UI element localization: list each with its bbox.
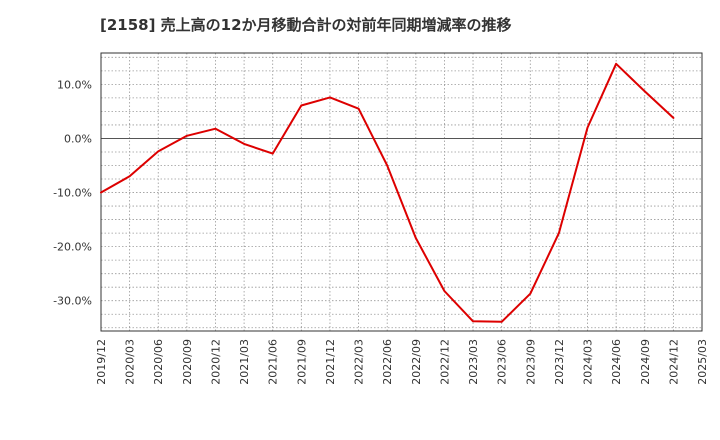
- x-tick-label: 2025/03: [696, 339, 709, 385]
- x-tick-label: 2023/06: [496, 339, 509, 385]
- y-tick-label: -30.0%: [53, 295, 92, 308]
- y-tick-label: -20.0%: [53, 241, 92, 254]
- x-tick-label: 2021/09: [295, 339, 308, 385]
- y-tick-label: 10.0%: [57, 78, 92, 91]
- x-tick-label: 2021/06: [267, 339, 280, 385]
- series-line: [100, 62, 675, 323]
- x-tick-label: 2020/12: [209, 339, 222, 385]
- x-tick-label: 2020/09: [181, 339, 194, 385]
- x-tick-label: 2021/03: [238, 339, 251, 385]
- x-tick-label: 2020/03: [124, 339, 137, 385]
- chart-title: [2158] 売上高の12か月移動合計の対前年同期増減率の推移: [100, 16, 512, 34]
- plot-frame: [100, 52, 703, 332]
- x-tick-label: 2023/03: [467, 339, 480, 385]
- x-tick-label: 2023/09: [524, 339, 537, 385]
- x-tick-label: 2022/06: [381, 339, 394, 385]
- x-tick-label: 2023/12: [553, 339, 566, 385]
- x-tick-label: 2024/12: [667, 339, 680, 385]
- y-tick-label: -10.0%: [53, 187, 92, 200]
- x-tick-label: 2021/12: [324, 339, 337, 385]
- x-tick-label: 2024/03: [582, 339, 595, 385]
- x-tick-label: 2020/06: [152, 339, 165, 385]
- x-tick-label: 2022/03: [353, 339, 366, 385]
- x-tick-label: 2019/12: [95, 339, 108, 385]
- x-tick-label: 2022/09: [410, 339, 423, 385]
- x-tick-label: 2024/06: [610, 339, 623, 385]
- y-tick-label: 0.0%: [64, 132, 92, 145]
- x-tick-label: 2024/09: [639, 339, 652, 385]
- x-tick-label: 2022/12: [438, 339, 451, 385]
